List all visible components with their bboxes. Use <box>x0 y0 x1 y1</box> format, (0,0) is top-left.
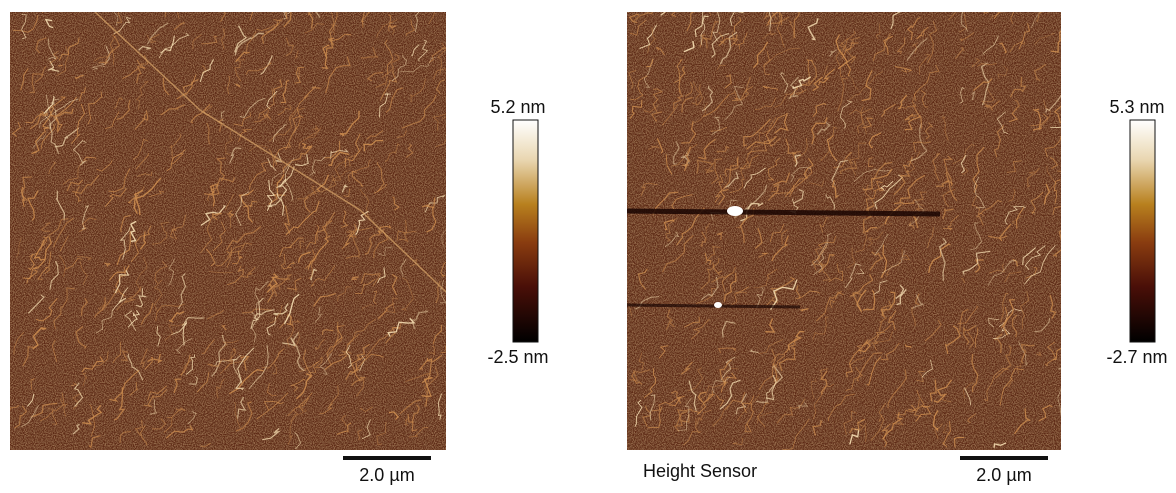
crack <box>40 0 48 13</box>
colorbar <box>513 120 538 342</box>
scale-bar <box>343 456 431 460</box>
scan-artifact <box>627 211 940 214</box>
scan-artifact <box>627 305 800 307</box>
crack <box>980 0 988 13</box>
figure: 5.2 nm -2.5 nm 2.0 µm 5.3 nm -2.7 nm Hei… <box>0 0 1176 488</box>
crack <box>271 0 277 12</box>
crack <box>326 0 340 13</box>
scale-bar <box>960 456 1048 460</box>
colorbar-max: 5.2 nm <box>490 97 545 117</box>
afm-image <box>621 0 1073 450</box>
crack <box>58 65 62 66</box>
particle <box>714 302 722 308</box>
image-surface <box>627 12 1061 450</box>
scale-bar-label: 2.0 µm <box>359 465 414 485</box>
colorbar-min: -2.7 nm <box>1106 347 1167 367</box>
colorbar-max: 5.3 nm <box>1109 97 1164 117</box>
crack <box>1060 237 1067 256</box>
channel-caption: Height Sensor <box>643 461 757 481</box>
crack <box>446 340 453 352</box>
scale-bar-label: 2.0 µm <box>976 465 1031 485</box>
particle <box>727 206 743 216</box>
afm-image <box>8 0 458 450</box>
colorbar-min: -2.5 nm <box>487 347 548 367</box>
colorbar <box>1130 120 1155 342</box>
